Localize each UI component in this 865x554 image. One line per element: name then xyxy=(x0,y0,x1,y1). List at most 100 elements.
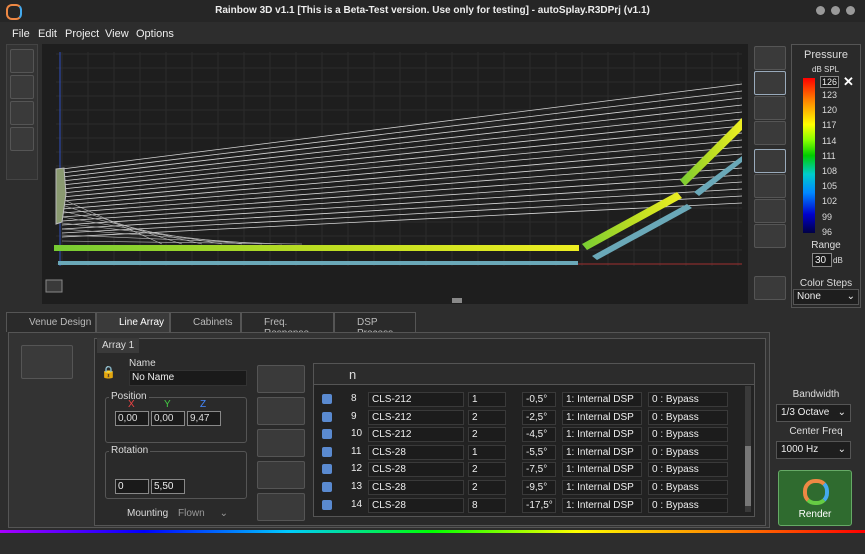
table-cell[interactable]: 2 xyxy=(468,462,506,478)
table-cell[interactable]: CLS-28 xyxy=(368,480,464,495)
delete-button[interactable] xyxy=(10,127,34,151)
table-cell[interactable]: 0 : Bypass xyxy=(648,444,728,460)
menu-item[interactable]: Options xyxy=(136,28,174,40)
cell-text: CLS-212 xyxy=(372,411,412,423)
table-cell[interactable]: 1: Internal DSP xyxy=(562,480,642,495)
table-cell[interactable]: 0 : Bypass xyxy=(648,392,728,407)
cabinet-tool[interactable] xyxy=(257,365,305,393)
eye-button[interactable] xyxy=(754,276,786,300)
scale-label: 111 xyxy=(822,150,836,161)
cell-text: 1: Internal DSP xyxy=(566,464,634,476)
view-button[interactable] xyxy=(754,121,786,145)
ray xyxy=(61,83,743,170)
table-cell[interactable]: 1 xyxy=(468,444,506,460)
menu-item[interactable]: File xyxy=(12,28,30,40)
table-cell[interactable]: CLS-212 xyxy=(368,427,464,443)
position-input[interactable]: 9,47 xyxy=(187,411,221,426)
row-toggle[interactable] xyxy=(322,446,332,457)
table-cell[interactable]: CLS-212 xyxy=(368,392,464,407)
title-bar: Rainbow 3D v1.1 [This is a Beta-Test ver… xyxy=(0,0,865,22)
scrollbar[interactable] xyxy=(745,386,751,512)
table-cell[interactable]: 1: Internal DSP xyxy=(562,392,642,407)
table-cell[interactable]: 8 xyxy=(468,497,506,513)
tool-button[interactable] xyxy=(10,49,34,73)
name-input[interactable]: No Name xyxy=(129,370,247,386)
row-toggle[interactable] xyxy=(322,482,332,492)
table-cell[interactable]: 2 xyxy=(468,427,506,443)
menu-item[interactable]: Project xyxy=(65,28,100,40)
view-button[interactable] xyxy=(754,71,786,95)
table-cell[interactable]: 1: Internal DSP xyxy=(562,444,642,460)
close-button[interactable] xyxy=(846,6,855,15)
table-cell[interactable]: 0 : Bypass xyxy=(648,462,728,478)
table-cell[interactable]: 2 xyxy=(468,480,506,495)
table-cell[interactable]: CLS-28 xyxy=(368,444,464,460)
bandwidth-select[interactable]: 1/3 Octave ⌄ xyxy=(776,404,851,422)
max-input[interactable]: 126 xyxy=(820,76,839,88)
box-select-tool[interactable] xyxy=(754,174,786,198)
table-cell[interactable]: 0 : Bypass xyxy=(648,409,728,425)
table-cell[interactable]: 1: Internal DSP xyxy=(562,462,642,478)
tab[interactable]: Venue Design xyxy=(6,312,96,332)
ray xyxy=(61,204,183,245)
cabinet-tool[interactable] xyxy=(257,397,305,425)
view-button[interactable] xyxy=(754,46,786,70)
table-cell[interactable]: 1: Internal DSP xyxy=(562,497,642,513)
maximize-button[interactable] xyxy=(831,6,840,15)
axis-label: X xyxy=(128,399,135,410)
table-cell[interactable]: CLS-212 xyxy=(368,409,464,425)
table-cell[interactable]: 2 xyxy=(468,409,506,425)
table-cell[interactable]: CLS-28 xyxy=(368,497,464,513)
lock-icon[interactable]: 🔒 xyxy=(101,365,116,379)
left-toolbar xyxy=(6,44,38,180)
table-cell[interactable]: 1: Internal DSP xyxy=(562,427,642,443)
select-tool[interactable] xyxy=(754,149,786,173)
table-cell: 11 xyxy=(348,445,362,460)
menu-item[interactable]: Edit xyxy=(38,28,57,40)
tab[interactable]: Line Array xyxy=(96,312,170,332)
view-button[interactable] xyxy=(754,96,786,120)
close-icon[interactable]: ✕ xyxy=(843,74,854,89)
mounting-select[interactable]: Flown ⌄ xyxy=(178,508,228,519)
tool-button[interactable] xyxy=(10,101,34,125)
tab[interactable]: Cabinets xyxy=(170,312,241,332)
cabinet-tool[interactable] xyxy=(257,429,305,457)
row-toggle[interactable] xyxy=(322,464,332,475)
cell-text: -4,5° xyxy=(526,429,548,441)
rotation-input[interactable]: 5,50 xyxy=(151,479,185,494)
tab[interactable]: DSP Process xyxy=(334,312,416,339)
table-cell[interactable]: 0 : Bypass xyxy=(648,480,728,495)
cell-text: 1 xyxy=(472,394,478,405)
row-toggle[interactable] xyxy=(322,394,332,404)
table-cell[interactable]: 0 : Bypass xyxy=(648,497,728,513)
position-input[interactable]: 0,00 xyxy=(115,411,149,426)
cabinet-tool[interactable] xyxy=(257,493,305,521)
row-toggle[interactable] xyxy=(322,499,332,510)
table-cell[interactable]: 1 xyxy=(468,392,506,407)
menu-item[interactable]: View xyxy=(105,28,129,40)
add-array-button[interactable] xyxy=(21,345,73,379)
ray xyxy=(61,210,203,245)
table-cell[interactable]: CLS-28 xyxy=(368,462,464,478)
minimize-button[interactable] xyxy=(816,6,825,15)
row-toggle[interactable] xyxy=(322,429,332,440)
table-cell[interactable]: 0 : Bypass xyxy=(648,427,728,443)
table-cell[interactable]: 1: Internal DSP xyxy=(562,409,642,425)
tool-button[interactable] xyxy=(10,75,34,99)
scroll-thumb[interactable] xyxy=(745,446,751,506)
center-freq-select[interactable]: 1000 Hz ⌄ xyxy=(776,441,851,459)
range-label: Range xyxy=(811,240,841,251)
pan-tool[interactable] xyxy=(754,224,786,248)
position-input[interactable]: 0,00 xyxy=(151,411,185,426)
range-input[interactable]: 30 xyxy=(812,253,832,267)
cabinet-tool[interactable] xyxy=(257,461,305,489)
tab[interactable]: Freq. Response xyxy=(241,312,334,339)
array-tab-label[interactable]: Array 1 xyxy=(97,338,140,353)
render-button[interactable]: Render xyxy=(778,470,852,526)
cell-text: 10 xyxy=(351,428,363,440)
row-toggle[interactable] xyxy=(322,411,332,422)
cell-text: 8 xyxy=(351,393,357,404)
rotation-input[interactable]: 0 xyxy=(115,479,149,494)
steps-select[interactable]: None ⌄ xyxy=(793,289,859,305)
rotate-tool[interactable] xyxy=(754,199,786,223)
